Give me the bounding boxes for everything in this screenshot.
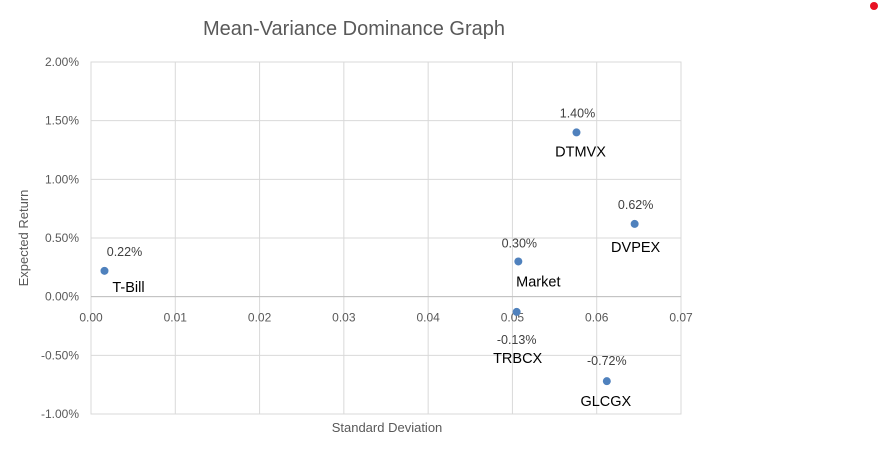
y-tick-label: 1.50% [45,114,79,128]
x-axis-ticks: 0.00 0.01 0.02 0.03 0.04 0.05 0.06 0.07 [79,311,693,325]
data-value-label: -0.72% [587,354,627,368]
red-dot-indicator [870,2,878,10]
data-points: 0.22% T-Bill 0.30% Market -0.13% TRBCX 1.40% DT… [100,106,661,410]
data-point-glcgx [602,377,611,386]
y-tick-label: 0.00% [45,290,79,304]
data-point-dvpex [630,219,639,228]
x-tick-label: 0.06 [585,311,609,325]
data-value-label: 0.62% [618,198,653,212]
data-value-label: 0.22% [107,245,142,259]
y-tick-label: -0.50% [41,348,79,362]
y-tick-label: -1.00% [41,407,79,421]
x-tick-label: 0.03 [332,311,356,325]
data-point-label: GLCGX [580,394,631,410]
x-tick-label: 0.04 [416,311,440,325]
data-point-label: DVPEX [611,240,660,256]
data-point-label: TRBCX [493,351,542,367]
y-axis-title: Expected Return [16,190,31,287]
data-point-market [514,257,523,266]
x-tick-label: 0.00 [79,311,103,325]
data-value-label: -0.13% [497,333,537,347]
chart-title: Mean-Variance Dominance Graph [203,18,505,40]
x-tick-label: 0.02 [248,311,272,325]
plot-area [90,61,682,415]
data-point-t-bill [100,266,109,275]
data-value-label: 0.30% [502,236,537,250]
data-point-dtmvx [572,128,581,137]
y-tick-label: 1.00% [45,172,79,186]
data-point-label: DTMVX [555,144,606,160]
y-tick-label: 2.00% [45,55,79,69]
y-axis-ticks: -1.00% -0.50% 0.00% 0.50% 1.00% 1.50% 2.00% [41,55,79,421]
x-tick-label: 0.07 [669,311,693,325]
x-tick-label: 0.05 [501,311,525,325]
y-tick-label: 0.50% [45,231,79,245]
data-value-label: 1.40% [560,106,595,120]
x-tick-label: 0.01 [164,311,188,325]
data-point-label: Market [516,274,560,290]
data-point-trbcx [512,307,521,316]
x-axis-title: Standard Deviation [332,420,443,435]
data-point-label: T-Bill [112,280,144,296]
